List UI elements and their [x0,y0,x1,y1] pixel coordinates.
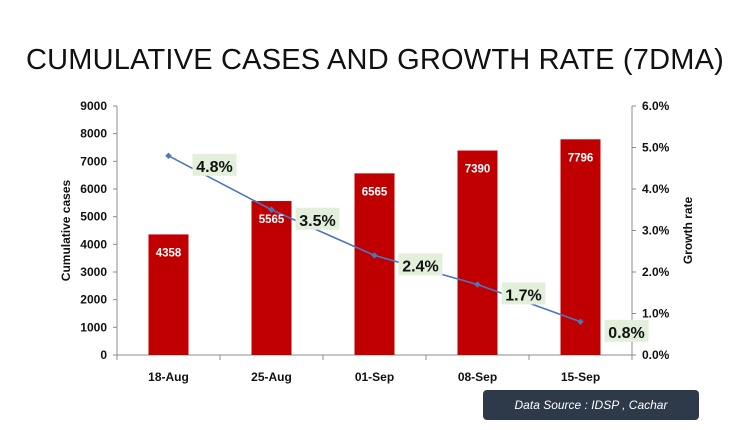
y2-tick-label: 6.0% [642,99,670,113]
growth-rate-label: 0.8% [608,325,644,342]
y-tick-label: 7000 [80,154,107,168]
data-source-note: Data Source : IDSP , Cachar [483,390,699,420]
y-tick-label: 0 [100,348,107,362]
bar-value-label: 7390 [465,164,491,176]
bar-01-Sep [354,173,395,355]
growth-rate-label: 1.7% [505,287,541,304]
y-tick-label: 1000 [80,320,107,334]
y2-axis-title: Growth rate [681,197,695,265]
growth-rate-label-bg [501,282,546,305]
bar-25-Aug [251,201,292,355]
x-tick-label: 08-Sep [458,370,497,384]
x-tick-label: 18-Aug [148,370,189,384]
bar-value-label: 6565 [362,186,388,198]
x-tick-label: 15-Sep [561,370,600,384]
growth-rate-label-bg [295,207,340,230]
growth-rate-label-bg [192,153,237,176]
x-tick-label: 25-Aug [251,370,292,384]
y2-tick-label: 5.0% [642,141,670,155]
y-axis-title: Cumulative cases [59,179,73,281]
chart-title: CUMULATIVE CASES AND GROWTH RATE (7DMA) [26,44,724,76]
bar-value-label: 4358 [156,247,182,259]
x-tick-label: 01-Sep [355,370,394,384]
y-tick-label: 2000 [80,293,107,307]
growth-rate-label: 4.8% [196,159,232,176]
y-tick-label: 8000 [80,127,107,141]
y-tick-label: 5000 [80,210,107,224]
y2-tick-label: 1.0% [642,307,670,321]
growth-rate-point [371,252,378,259]
bar-08-Sep [457,150,498,355]
bar-value-label: 7796 [568,152,594,164]
y2-tick-label: 2.0% [642,265,670,279]
growth-rate-label: 2.4% [402,258,438,275]
y-tick-label: 4000 [80,237,107,251]
growth-rate-label-bg [398,253,443,276]
data-source-text: Data Source : IDSP , Cachar [514,398,668,412]
y-tick-label: 6000 [80,182,107,196]
growth-rate-label: 3.5% [299,213,335,230]
y2-tick-label: 0.0% [642,348,670,362]
growth-rate-label-bg [604,319,649,342]
growth-rate-point [165,152,172,159]
growth-rate-point [577,318,584,325]
y-tick-label: 3000 [80,265,107,279]
bar-value-label: 5565 [259,214,285,226]
y2-tick-label: 3.0% [642,224,670,238]
y-tick-label: 9000 [80,99,107,113]
growth-rate-point [474,281,481,288]
y2-tick-label: 4.0% [642,182,670,196]
bar-18-Aug [148,234,189,355]
growth-rate-point [268,206,275,213]
